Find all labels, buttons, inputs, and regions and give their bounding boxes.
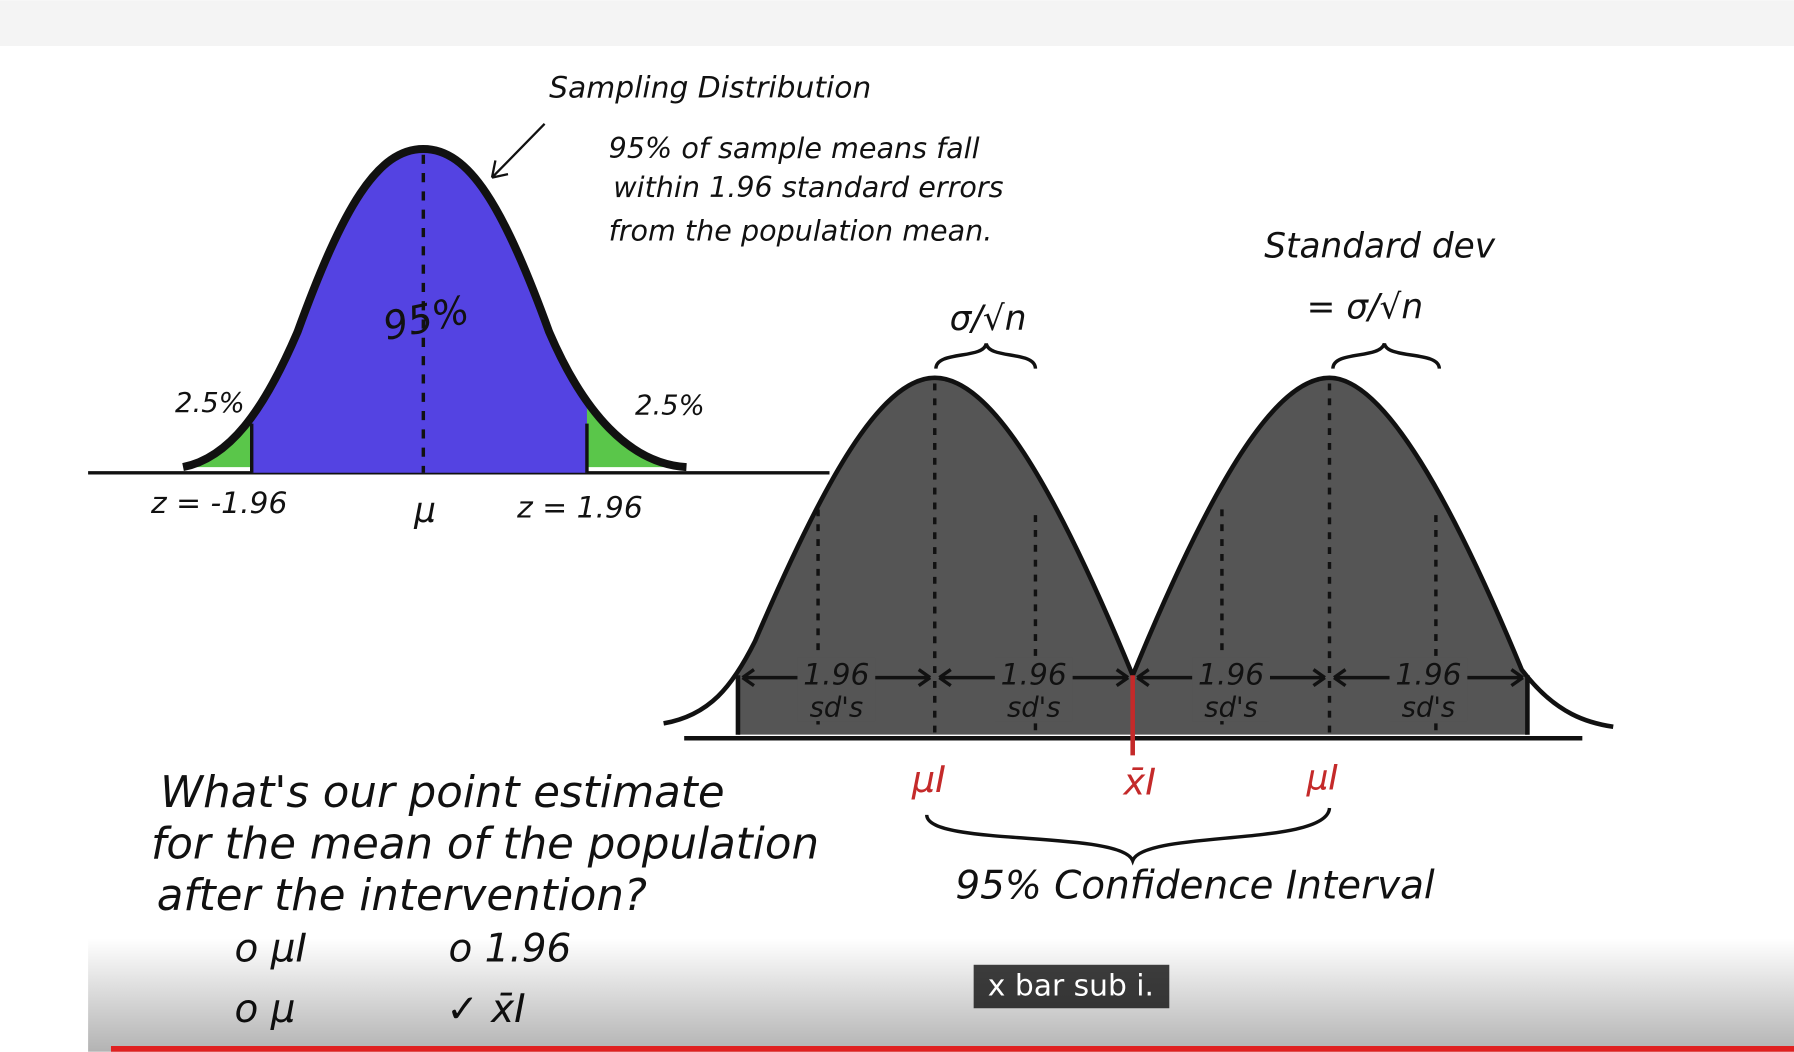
arrow-amount: 1.96 xyxy=(1198,657,1264,692)
interval-brace xyxy=(925,807,1332,866)
axis-label: x̄I xyxy=(1123,760,1156,803)
pointer-arrow xyxy=(490,123,546,179)
arrow-amount: 1.96 xyxy=(803,657,869,692)
note-line: within 1.96 standard errors xyxy=(613,170,1003,204)
axis-label: μI xyxy=(1306,759,1339,799)
spread-label: σ/√n xyxy=(950,299,1027,339)
mean-label: μ xyxy=(413,491,436,531)
axis-label: μI xyxy=(911,758,946,801)
arrow-amount: 1.96 xyxy=(1001,657,1067,692)
caption: x bar sub i. xyxy=(988,969,1154,1004)
question-line: What's our point estimate xyxy=(160,768,724,818)
player-shade xyxy=(88,938,1794,1052)
arrow-label-bg xyxy=(994,657,1073,722)
title: Sampling Distribution xyxy=(549,71,871,106)
spread-title: Standard dev xyxy=(1264,227,1495,267)
arrow-amount: 1.96 xyxy=(1395,657,1461,692)
note-line: 95% of sample means fall xyxy=(609,131,980,165)
top-band xyxy=(0,0,1794,47)
arrow-unit: sd's xyxy=(1204,692,1258,723)
question-line: after the intervention? xyxy=(157,871,647,921)
spread-label: = σ/√n xyxy=(1307,287,1424,327)
question-line: for the mean of the population xyxy=(151,819,819,869)
caption-box xyxy=(973,964,1170,1009)
brace xyxy=(934,342,1442,370)
arrow-label-bg xyxy=(1389,657,1468,722)
shaded-area xyxy=(737,377,1528,735)
progress-bar[interactable] xyxy=(110,1046,1794,1052)
tail-label: 2.5% xyxy=(175,388,245,419)
z-label: z = 1.96 xyxy=(516,490,643,525)
z-label: z = -1.96 xyxy=(150,486,287,521)
arrow-unit: sd's xyxy=(1402,692,1456,723)
arrow-unit: sd's xyxy=(810,692,864,723)
curve xyxy=(182,145,687,472)
interval-label: 95% Confidence Interval xyxy=(955,863,1435,908)
arrow-label-bg xyxy=(797,657,876,722)
tail-label: 2.5% xyxy=(635,390,705,421)
arrow-unit: sd's xyxy=(1007,692,1061,723)
note-line: from the population mean. xyxy=(609,214,993,248)
arrow-label-bg xyxy=(1192,657,1270,722)
